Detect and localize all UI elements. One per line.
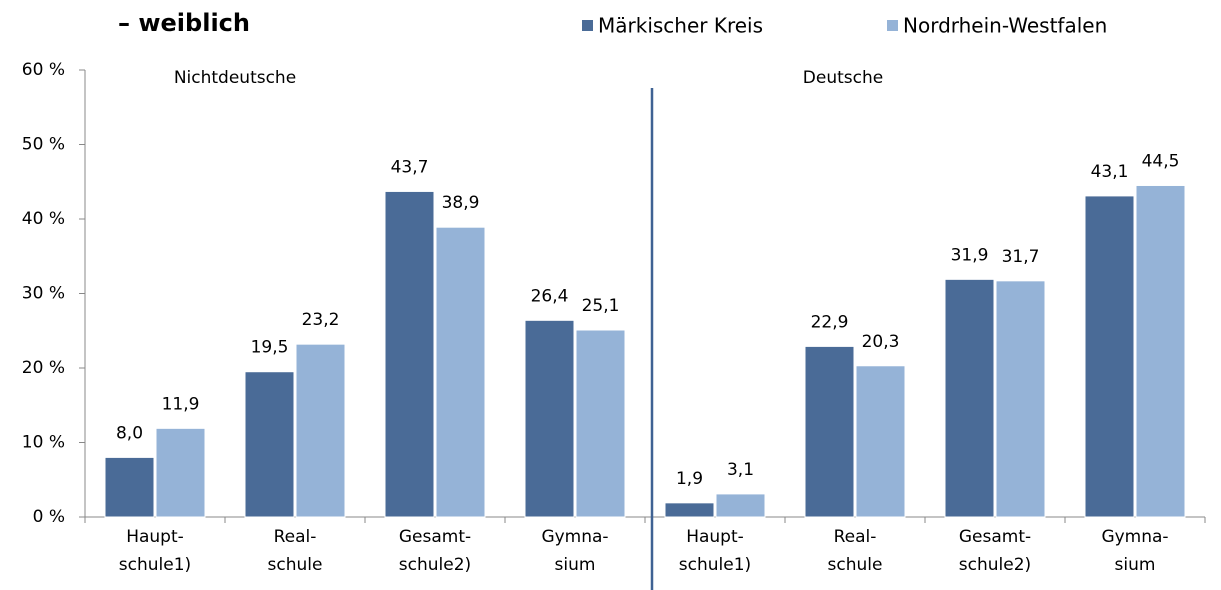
- x-tick-label: Gymna-: [541, 527, 608, 547]
- y-tick-label: 50 %: [22, 135, 65, 155]
- value-label: 11,9: [162, 394, 200, 414]
- bar: [295, 343, 346, 518]
- value-label: 26,4: [531, 286, 569, 306]
- legend-label: Märkischer Kreis: [598, 14, 763, 38]
- x-tick-label: schule: [268, 555, 323, 575]
- y-tick-label: 40 %: [22, 209, 65, 229]
- group-label: Nichtdeutsche: [174, 68, 296, 88]
- y-tick-label: 30 %: [22, 284, 65, 304]
- bar: [384, 190, 435, 518]
- bar: [855, 365, 906, 518]
- x-tick-label: Real-: [834, 527, 877, 547]
- bar: [1135, 184, 1186, 518]
- chart-title: – weiblich: [118, 9, 250, 37]
- x-tick-label: schule1): [119, 555, 191, 575]
- bar: [155, 427, 206, 518]
- bar: [104, 456, 155, 518]
- bar: [244, 371, 295, 518]
- value-label: 38,9: [442, 193, 480, 213]
- x-tick-label: Gesamt-: [399, 527, 471, 547]
- value-label: 25,1: [582, 296, 620, 316]
- bar: [1084, 195, 1135, 518]
- value-label: 20,3: [862, 332, 900, 352]
- bar: [524, 319, 575, 518]
- bar: [435, 226, 486, 518]
- value-label: 31,7: [1002, 247, 1040, 267]
- bar: [664, 502, 715, 518]
- x-tick-label: schule2): [399, 555, 471, 575]
- x-tick-label: schule2): [959, 555, 1031, 575]
- x-tick-label: Gesamt-: [959, 527, 1031, 547]
- y-tick-label: 60 %: [22, 60, 65, 80]
- y-tick-label: 20 %: [22, 358, 65, 378]
- x-tick-label: Gymna-: [1101, 527, 1168, 547]
- legend-label: Nordrhein-Westfalen: [903, 14, 1107, 38]
- value-label: 23,2: [302, 310, 340, 330]
- bar: [995, 280, 1046, 518]
- bar: [804, 345, 855, 518]
- x-tick-label: schule1): [679, 555, 751, 575]
- y-tick-label: 10 %: [22, 433, 65, 453]
- value-label: 1,9: [676, 469, 703, 489]
- bar: [575, 329, 626, 518]
- bar: [715, 493, 766, 518]
- value-label: 43,1: [1091, 162, 1129, 182]
- x-tick-label: Haupt-: [126, 527, 184, 547]
- group-label: Deutsche: [803, 68, 883, 88]
- x-tick-label: sium: [1115, 555, 1156, 575]
- legend-swatch: [887, 20, 898, 31]
- value-label: 3,1: [727, 460, 754, 480]
- legend-swatch: [582, 20, 593, 31]
- value-label: 19,5: [251, 338, 289, 358]
- x-tick-label: Haupt-: [686, 527, 744, 547]
- x-tick-label: schule: [828, 555, 883, 575]
- value-label: 8,0: [116, 423, 143, 443]
- value-label: 22,9: [811, 312, 849, 332]
- value-label: 44,5: [1142, 151, 1180, 171]
- bar: [944, 278, 995, 518]
- x-tick-label: Real-: [274, 527, 317, 547]
- x-tick-label: sium: [555, 555, 596, 575]
- value-label: 31,9: [951, 245, 989, 265]
- value-label: 43,7: [391, 157, 429, 177]
- y-tick-label: 0 %: [33, 507, 65, 527]
